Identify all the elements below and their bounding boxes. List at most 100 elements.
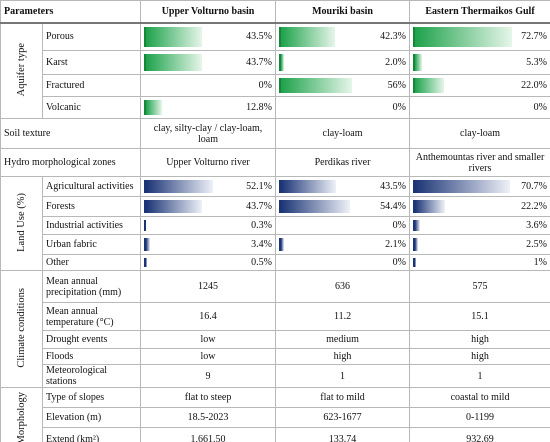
bar-value: 52.1% — [246, 181, 273, 192]
bar-cell: 5.3% — [409, 50, 550, 75]
bar-value: 2.1% — [385, 239, 407, 250]
row-label: Agricultural activities — [41, 176, 142, 197]
bar-cell: 43.7% — [140, 50, 277, 75]
cell: high — [409, 330, 550, 349]
data-bar — [144, 220, 147, 231]
data-bar — [144, 238, 151, 251]
cell: 932.69 — [409, 427, 550, 442]
bar-value: 0% — [258, 80, 273, 91]
bar-value: 0.3% — [251, 220, 273, 231]
row: Meteorological stations 9 1 1 — [1, 364, 550, 388]
row: Forests 43.7% 54.4% 22.2% — [1, 196, 550, 217]
cell: 11.2 — [275, 302, 411, 331]
row: Morphology Type of slopes flat to steep fla… — [0, 387, 550, 442]
row-label: Elevation (m) — [41, 407, 142, 428]
row-label: Mean annual temperature (°C) — [41, 302, 142, 331]
row-label: Porous — [41, 22, 142, 51]
row: Karst 43.7% 2.0% 5.3% — [1, 50, 550, 75]
group-label: Aquifer type — [16, 42, 27, 96]
cell: 18.5-2023 — [140, 407, 277, 428]
row: Land Use (%) Agricultural activities 52.1%… — [0, 176, 550, 271]
bar-value: 2.5% — [526, 239, 548, 250]
row: Hydro morphological zones Upper Volturno … — [0, 148, 550, 177]
row: Mean annual temperature (°C) 16.4 11.2 15.1 — [1, 302, 550, 331]
bar-value: 43.5% — [380, 181, 407, 192]
bar-cell: 0% — [275, 216, 411, 235]
data-bar — [279, 78, 353, 93]
cell: flat to mild — [275, 387, 411, 408]
row-label: Floods — [41, 348, 142, 365]
header-cell: Upper Volturno basin — [140, 0, 277, 24]
row-label: Type of slopes — [41, 387, 142, 408]
bar-cell: 3.6% — [409, 216, 550, 235]
row: Extend (km²) 1,661.50 133.74 932.69 — [1, 427, 550, 442]
bar-cell: 52.1% — [140, 176, 277, 197]
bar-value: 0.5% — [251, 257, 273, 268]
group-label: Land Use (%) — [16, 192, 27, 252]
cell: Anthemountas river and smaller rivers — [409, 148, 550, 177]
row-label: Karst — [41, 50, 142, 75]
cell: 1 — [275, 364, 411, 388]
cell: 623-1677 — [275, 407, 411, 428]
cell: low — [140, 330, 277, 349]
data-bar — [144, 180, 213, 193]
bar-value: 72.7% — [521, 31, 548, 43]
group-label: Morphology — [16, 391, 27, 442]
bar-value: 0% — [392, 257, 407, 268]
cell: coastal to mild — [409, 387, 550, 408]
row: Industrial activities 0.3% 0% 3.6% — [1, 216, 550, 235]
cell: 636 — [275, 270, 411, 303]
row: Aquifer type Porous 43.5% 42.3% 72.7% — [0, 22, 550, 119]
cell: clay, silty-clay / clay-loam, loam — [140, 118, 277, 149]
row-label: Volcanic — [41, 96, 142, 119]
data-bar — [413, 180, 510, 193]
bar-value: 0% — [533, 102, 548, 113]
row-label: Fractured — [41, 74, 142, 97]
cell: clay-loam — [409, 118, 550, 149]
row: Volcanic 12.8% 0% 0% — [1, 96, 550, 119]
row: Fractured 0% 56% 22.0% — [1, 74, 550, 97]
bar-value: 70.7% — [521, 181, 548, 192]
bar-cell: 43.5% — [140, 22, 277, 51]
cell: medium — [275, 330, 411, 349]
cell: low — [140, 348, 277, 365]
data-bar — [144, 54, 202, 71]
row: Urban fabric 3.4% 2.1% 2.5% — [1, 234, 550, 255]
bar-value: 22.0% — [521, 80, 548, 91]
bar-cell: 70.7% — [409, 176, 550, 197]
bar-value: 2.0% — [385, 57, 407, 68]
cell: 1,661.50 — [140, 427, 277, 442]
row-label: Forests — [41, 196, 142, 217]
row: Other 0.5% 0% 1% — [1, 254, 550, 271]
row-label: Soil texture — [0, 118, 142, 149]
row: Drought events low medium high — [1, 330, 550, 349]
bar-value: 3.6% — [526, 220, 548, 231]
row-label: Extend (km²) — [41, 427, 142, 442]
group-cell: Climate conditions — [0, 270, 43, 388]
bar-cell: 0% — [275, 254, 411, 271]
bar-value: 1% — [533, 257, 548, 268]
cell: flat to steep — [140, 387, 277, 408]
data-bar — [413, 258, 417, 267]
bar-cell: 2.0% — [275, 50, 411, 75]
data-bar — [144, 200, 202, 213]
row: Soil texture clay, silty-clay / clay-loam… — [0, 118, 550, 149]
cell: high — [409, 348, 550, 365]
bar-cell: 43.5% — [275, 176, 411, 197]
bar-value: 5.3% — [526, 57, 548, 68]
bar-value: 43.7% — [246, 201, 273, 212]
bar-value: 12.8% — [246, 102, 273, 113]
bar-cell: 22.2% — [409, 196, 550, 217]
cell: high — [275, 348, 411, 365]
data-bar — [279, 238, 284, 251]
cell: 16.4 — [140, 302, 277, 331]
row-label: Mean annual precipitation (mm) — [41, 270, 142, 303]
row-label: Urban fabric — [41, 234, 142, 255]
data-bar — [144, 26, 202, 47]
bar-cell: 54.4% — [275, 196, 411, 217]
bar-value: 0% — [392, 102, 407, 113]
header-cell: Eastern Thermaikos Gulf — [409, 0, 550, 24]
group-cell: Land Use (%) — [0, 176, 43, 271]
row: Climate conditions Mean annual precipitat… — [0, 270, 550, 388]
bar-value: 3.4% — [251, 239, 273, 250]
